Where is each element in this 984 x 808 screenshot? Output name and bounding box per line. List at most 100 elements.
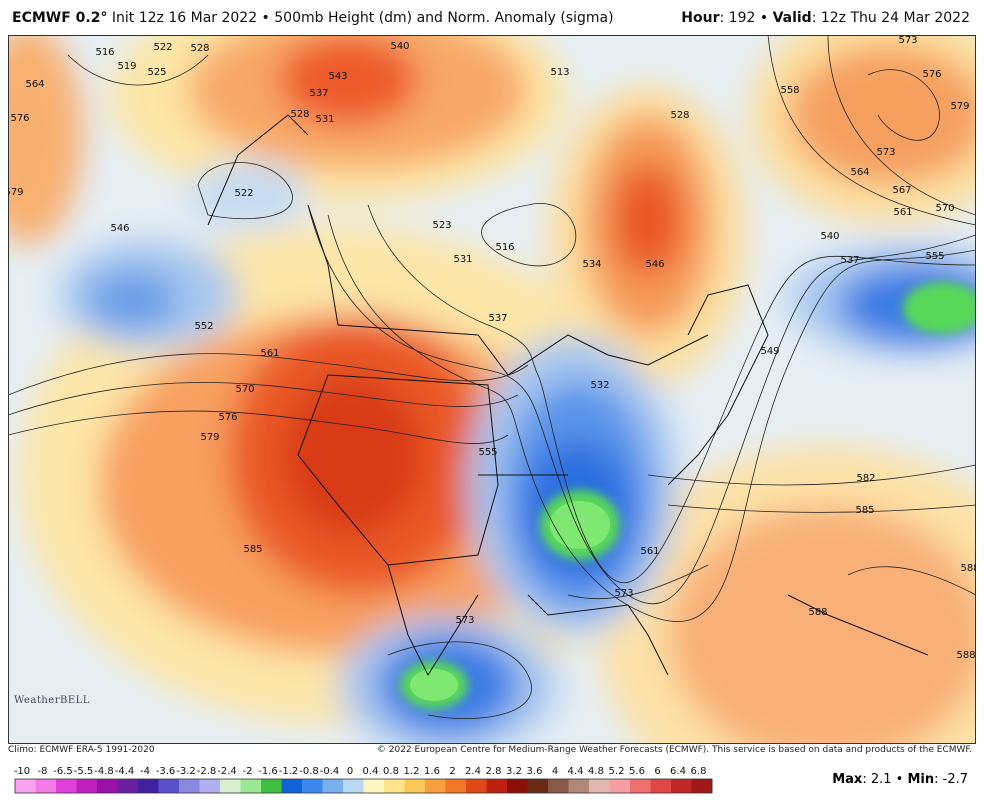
colorbar-label: -8 [38,766,48,777]
min-value: : -2.7 [934,772,968,787]
contour-label: 552 [194,321,213,332]
colorbar-label: 5.6 [629,766,645,777]
contour-label: 531 [453,254,472,265]
contour-label: 555 [925,251,944,262]
contour-label: 558 [780,85,799,96]
contour-label: 522 [153,42,172,53]
colorbar-label: 2.8 [486,766,502,777]
contour-label: 576 [10,113,29,124]
colorbar-swatch [158,779,180,793]
climo: Climo: ECMWF ERA-5 1991-2020 [8,745,155,755]
contour-label: 522 [234,188,253,199]
stats: Max: 2.1 • Min: -2.7 [832,772,968,787]
contour-label: 528 [190,43,209,54]
contour-label: 531 [315,114,334,125]
contour-label: 540 [390,41,409,52]
colorbar-label: -3.2 [176,766,196,777]
colorbar-label: 4.8 [588,766,604,777]
colorbar-frame [14,778,713,794]
max-label: Max [832,772,863,787]
contour-label: 564 [850,167,869,178]
contour-label: 570 [935,203,954,214]
colorbar-swatch [568,779,590,793]
map: 5165195225255285435405375285315645765795… [8,35,976,744]
contour-label: 525 [147,67,166,78]
hour-label: Hour [681,10,720,26]
contour-label: 570 [235,384,254,395]
valid-value: : 12z Thu 24 Mar 2022 [811,10,970,26]
colorbar-swatch [548,779,569,793]
colorbar-swatch [486,779,508,793]
colorbar-label: 0 [347,766,353,777]
contour-label: 537 [840,255,859,266]
contour-label: 516 [495,242,514,253]
colorbar-label: 3.6 [527,766,543,777]
contour-label: 564 [25,79,44,90]
contour-label: 537 [488,313,507,324]
contour-label: 516 [95,47,114,58]
contour-label: 534 [582,259,601,270]
contour-label: 561 [260,348,279,359]
colorbar: -10 -8 -6.5 -5.5 -4.8 -4.4 -4 -3.6 -3.2 -2.8 -2.4-… [14,766,713,794]
colorbar-swatch [343,779,364,793]
colorbar-swatch [404,779,426,793]
contour-label: 532 [590,380,609,391]
colorbar-swatch [138,779,159,793]
contour-label: 573 [455,615,474,626]
colorbar-swatch [671,779,692,793]
contour-label: 546 [645,259,664,270]
colorbar-label: -2.4 [217,766,237,777]
colorbar-swatch [650,779,672,793]
colorbar-label: 1.2 [404,766,420,777]
contour-label: 567 [892,185,911,196]
colorbar-swatch [240,779,262,793]
colorbar-swatch [589,779,610,793]
colorbar-label: -1.2 [279,766,299,777]
min-label: Min [907,772,935,787]
map-frame [8,35,976,744]
copyright: © 2022 European Centre for Medium-Range … [376,745,972,755]
colorbar-label: 3.2 [506,766,522,777]
colorbar-swatch [322,779,344,793]
contour-label: 540 [820,231,839,242]
colorbar-label: -2.8 [197,766,217,777]
colorbar-swatch [302,779,323,793]
contour-label: 579 [8,187,24,198]
contour-label: 585 [855,505,874,516]
contour-label: 523 [432,220,451,231]
colorbar-swatch [76,779,98,793]
colorbar-swatch [97,779,118,793]
contour-label: 582 [856,473,875,484]
colorbar-label: 4 [552,766,558,777]
colorbar-swatch [507,779,528,793]
colorbar-label: -5.5 [74,766,94,777]
description: Init 12z 16 Mar 2022 • 500mb Height (dm)… [111,10,614,26]
contour-label: 576 [218,412,237,423]
contour-label: 561 [893,207,912,218]
colorbar-label: 6 [654,766,660,777]
colorbar-label: 6.4 [670,766,686,777]
contour-label: 573 [876,147,895,158]
contour-label: 519 [117,61,136,72]
colorbar-label: 5.2 [609,766,625,777]
contour-label: 573 [898,35,917,46]
borders [207,114,929,677]
colorbar-swatch [363,779,385,793]
colorbar-swatch [425,779,446,793]
contour-label: 528 [290,109,309,120]
colorbar-label: 0.8 [383,766,399,777]
contour-label: 537 [309,88,328,99]
contour-label: 585 [243,544,262,555]
contour-label: 543 [328,71,347,82]
colorbar-swatch [630,779,651,793]
colorbar-label: -6.5 [53,766,73,777]
colorbar-label: -0.4 [320,766,340,777]
title-right: Hour: 192 • Valid: 12z Thu 24 Mar 2022 [681,10,970,26]
colorbar-swatch [117,779,139,793]
logo: WeatherBELL [14,695,90,706]
colorbar-label: -4.8 [94,766,114,777]
colorbar-swatch [384,779,405,793]
colorbar-swatch [220,779,241,793]
colorbar-label: -4 [140,766,150,777]
